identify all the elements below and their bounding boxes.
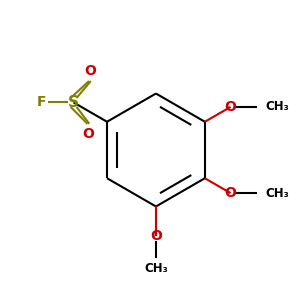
Text: O: O [150,229,162,243]
Text: O: O [225,100,236,114]
Text: F: F [37,95,46,110]
Text: S: S [68,95,79,110]
Text: O: O [82,127,94,141]
Text: O: O [84,64,96,78]
Text: CH₃: CH₃ [144,262,168,275]
Text: CH₃: CH₃ [266,100,290,113]
Text: O: O [225,186,236,200]
Text: CH₃: CH₃ [266,187,290,200]
